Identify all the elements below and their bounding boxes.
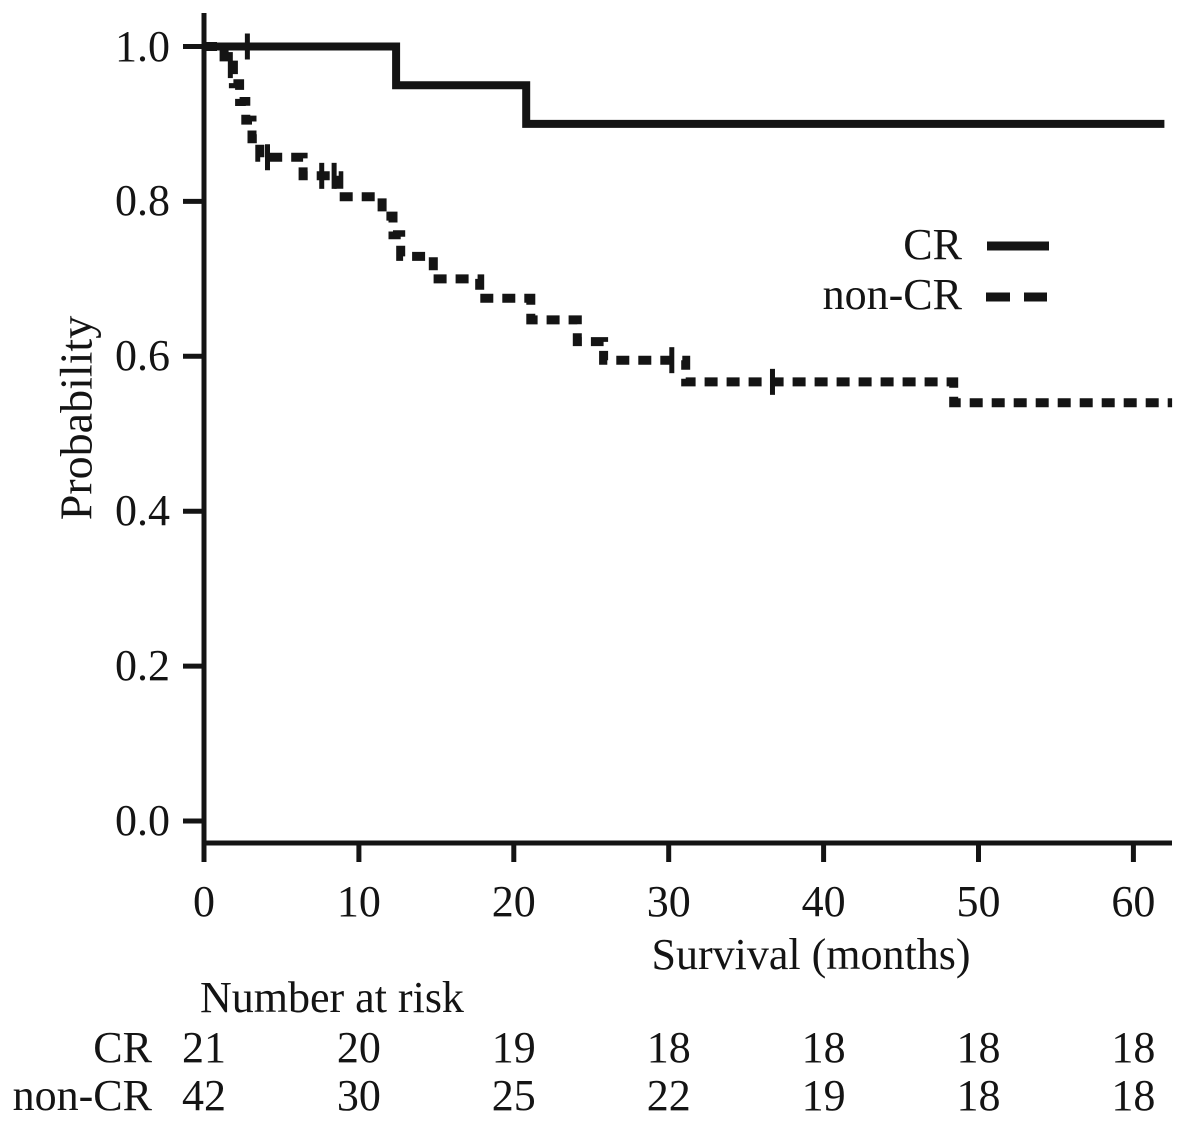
x-tick-label: 20 xyxy=(491,877,536,926)
risk-count: 42 xyxy=(182,1071,226,1120)
risk-count: 18 xyxy=(1111,1071,1156,1120)
y-tick-label: 0.6 xyxy=(115,331,170,381)
y-tick-label: 1.0 xyxy=(115,21,170,71)
x-tick-label: 50 xyxy=(956,877,1001,926)
x-tick-label: 40 xyxy=(801,877,846,926)
risk-row-label-non-cr: non-CR xyxy=(12,1071,152,1120)
risk-count: 25 xyxy=(491,1071,536,1120)
y-tick-label: 0.4 xyxy=(115,486,170,536)
risk-count: 18 xyxy=(1111,1023,1156,1072)
risk-count: 21 xyxy=(182,1023,226,1072)
risk-count: 19 xyxy=(801,1071,846,1120)
survival-curve-cr xyxy=(204,42,1165,128)
risk-count: 22 xyxy=(646,1071,691,1120)
x-axis-title: Survival (months) xyxy=(651,930,971,979)
x-tick-label: 60 xyxy=(1111,877,1156,926)
legend-label-non-cr: non-CR xyxy=(822,270,962,319)
risk-table-title: Number at risk xyxy=(200,973,464,1022)
risk-count: 18 xyxy=(956,1023,1001,1072)
risk-count: 20 xyxy=(336,1023,381,1072)
x-tick-label: 30 xyxy=(646,877,691,926)
survival-curve-non-cr xyxy=(204,42,1173,408)
risk-count: 30 xyxy=(336,1071,381,1120)
y-tick-label: 0.0 xyxy=(115,796,170,845)
y-tick-label: 0.8 xyxy=(115,176,170,226)
x-tick-label: 0 xyxy=(193,877,215,926)
legend-label-cr: CR xyxy=(903,220,962,269)
y-tick-label: 0.2 xyxy=(115,641,170,691)
risk-count: 19 xyxy=(491,1023,536,1072)
risk-row-label-cr: CR xyxy=(93,1023,152,1072)
risk-count: 18 xyxy=(801,1023,846,1072)
risk-count: 18 xyxy=(646,1023,691,1072)
x-tick-label: 10 xyxy=(336,877,381,926)
risk-count: 18 xyxy=(956,1071,1001,1120)
